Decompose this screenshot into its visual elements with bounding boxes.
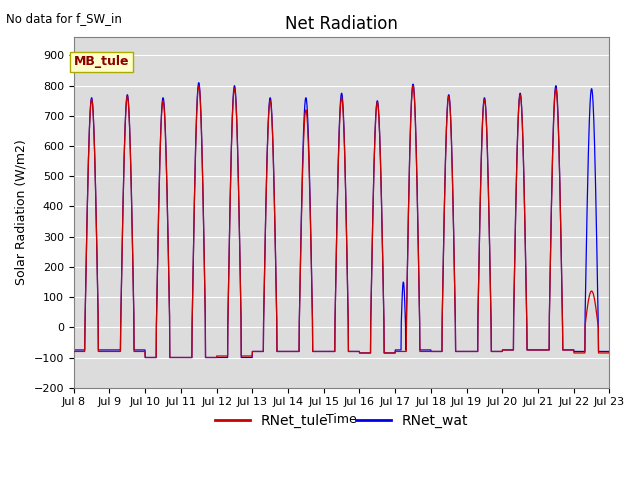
RNet_tule: [70, 348, 77, 354]
Line: RNet_wat: RNet_wat: [74, 83, 609, 358]
RNet_tule: [573, 350, 581, 356]
RNet_wat: [220, 355, 227, 360]
Text: No data for f_SW_in: No data for f_SW_in: [6, 12, 122, 25]
RNet_tule: [605, 348, 613, 354]
RNet_wat: [358, 350, 365, 356]
RNet_tule: [220, 353, 227, 359]
RNet_wat: [141, 355, 149, 360]
RNet_wat: [70, 347, 77, 353]
Y-axis label: Solar Radiation (W/m2): Solar Radiation (W/m2): [15, 140, 28, 286]
Legend: RNet_tule, RNet_wat: RNet_tule, RNet_wat: [209, 408, 474, 433]
RNet_tule: [358, 350, 365, 356]
RNet_wat: [195, 80, 203, 85]
RNet_tule: [559, 323, 566, 329]
Text: MB_tule: MB_tule: [74, 56, 130, 69]
RNet_tule: [141, 355, 149, 360]
RNet_tule: [195, 83, 203, 89]
RNet_wat: [559, 323, 566, 329]
Title: Net Radiation: Net Radiation: [285, 15, 398, 33]
RNet_wat: [369, 205, 377, 211]
RNet_wat: [573, 348, 581, 354]
RNet_wat: [498, 348, 506, 354]
RNet_tule: [369, 205, 377, 211]
RNet_tule: [498, 348, 506, 354]
Line: RNet_tule: RNet_tule: [74, 86, 609, 358]
X-axis label: Time: Time: [326, 413, 357, 426]
RNet_wat: [605, 348, 613, 354]
